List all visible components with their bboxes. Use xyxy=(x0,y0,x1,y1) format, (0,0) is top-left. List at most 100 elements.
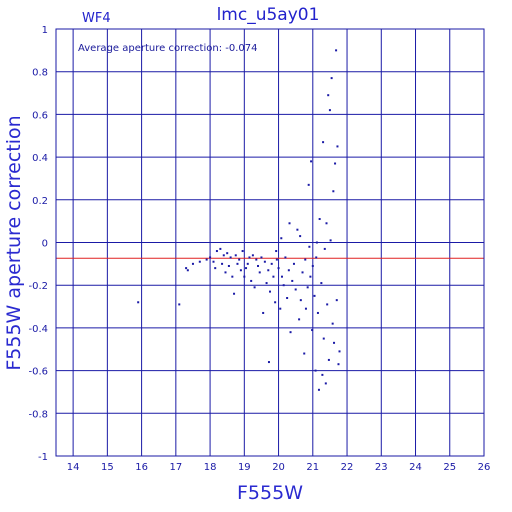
data-point xyxy=(301,271,304,274)
y-tick-label: -0.8 xyxy=(28,409,48,420)
data-point xyxy=(253,286,256,289)
y-tick-label: -1 xyxy=(38,452,48,463)
x-tick-labels: 14 15 16 17 18 19 20 21 22 23 24 25 26 xyxy=(67,462,491,473)
y-axis-label: F555W aperture correction xyxy=(3,115,25,370)
data-point xyxy=(313,294,316,297)
x-tick-label: 20 xyxy=(272,462,285,473)
data-point xyxy=(185,267,188,270)
data-point xyxy=(265,282,268,285)
data-point xyxy=(186,269,189,272)
data-point xyxy=(267,269,270,272)
data-point xyxy=(198,260,201,263)
data-point xyxy=(323,247,326,250)
data-point xyxy=(257,264,260,267)
data-point xyxy=(298,318,301,321)
y-tick-label: 0.6 xyxy=(32,110,48,121)
data-point xyxy=(304,258,307,261)
data-point xyxy=(327,358,330,361)
data-point xyxy=(137,301,140,304)
data-point xyxy=(277,267,280,270)
data-point xyxy=(280,237,283,240)
data-point xyxy=(274,301,277,304)
data-point xyxy=(178,303,181,306)
data-point xyxy=(234,254,237,257)
data-point xyxy=(222,254,225,257)
data-point xyxy=(336,145,339,148)
data-point xyxy=(292,262,295,265)
y-tick-label: 1 xyxy=(42,25,48,36)
x-tick-label: 16 xyxy=(135,462,148,473)
data-point xyxy=(294,288,297,291)
data-point xyxy=(314,369,317,372)
plot-frame xyxy=(55,28,485,457)
data-point xyxy=(258,271,261,274)
data-point xyxy=(241,250,244,253)
data-point xyxy=(239,269,242,272)
data-point xyxy=(246,262,249,265)
data-point xyxy=(269,290,271,293)
data-point xyxy=(318,218,321,221)
data-point xyxy=(191,262,194,265)
data-point xyxy=(227,264,230,267)
data-point xyxy=(212,260,215,263)
x-tick-label: 25 xyxy=(443,462,456,473)
data-point xyxy=(231,275,234,278)
x-tick-label: 17 xyxy=(169,462,182,473)
y-tick-label: -0.2 xyxy=(28,281,48,292)
data-point xyxy=(327,94,330,97)
data-point xyxy=(287,269,290,272)
data-point xyxy=(226,252,229,255)
data-point xyxy=(221,262,224,265)
data-point xyxy=(299,235,302,238)
data-point xyxy=(215,250,218,253)
x-tick-label: 26 xyxy=(478,462,491,473)
data-point xyxy=(320,282,323,285)
data-point xyxy=(324,382,327,385)
data-point xyxy=(317,388,320,391)
y-tick-label: 0.2 xyxy=(32,196,48,207)
data-point xyxy=(322,141,325,144)
data-point xyxy=(326,303,329,306)
data-point xyxy=(209,256,212,259)
data-point xyxy=(279,307,282,310)
data-point xyxy=(245,267,248,270)
x-tick-label: 24 xyxy=(409,462,422,473)
data-point xyxy=(255,258,258,261)
data-point xyxy=(337,363,340,366)
data-point xyxy=(289,331,292,334)
data-point xyxy=(260,256,263,259)
data-point xyxy=(304,307,307,310)
data-point xyxy=(331,322,334,325)
data-point xyxy=(307,183,310,186)
data-point xyxy=(334,162,337,165)
data-point xyxy=(275,258,278,261)
x-tick-label: 19 xyxy=(238,462,251,473)
data-point xyxy=(214,267,217,270)
y-tick-label: 0 xyxy=(42,239,48,250)
data-point xyxy=(238,258,241,261)
chip-label: WF4 xyxy=(82,11,111,26)
data-point xyxy=(280,275,283,278)
data-point xyxy=(291,279,294,282)
data-point xyxy=(229,256,232,259)
grid-lines xyxy=(56,28,485,457)
data-point xyxy=(296,228,299,231)
data-point xyxy=(303,352,306,355)
x-tick-label: 18 xyxy=(204,462,217,473)
x-tick-label: 21 xyxy=(306,462,319,473)
annotation-text: Average aperture correction: -0.074 xyxy=(78,43,258,54)
data-point xyxy=(262,311,265,314)
data-point xyxy=(329,239,332,242)
x-tick-label: 14 xyxy=(67,462,80,473)
y-tick-label: 0.4 xyxy=(32,153,48,164)
data-point xyxy=(332,190,335,193)
data-point xyxy=(236,262,239,265)
y-tick-label: -0.6 xyxy=(28,367,48,378)
data-point xyxy=(263,260,266,263)
data-point xyxy=(306,286,309,289)
data-point xyxy=(248,256,251,259)
data-point xyxy=(328,109,331,112)
data-point xyxy=(316,311,319,314)
data-point xyxy=(315,256,318,259)
